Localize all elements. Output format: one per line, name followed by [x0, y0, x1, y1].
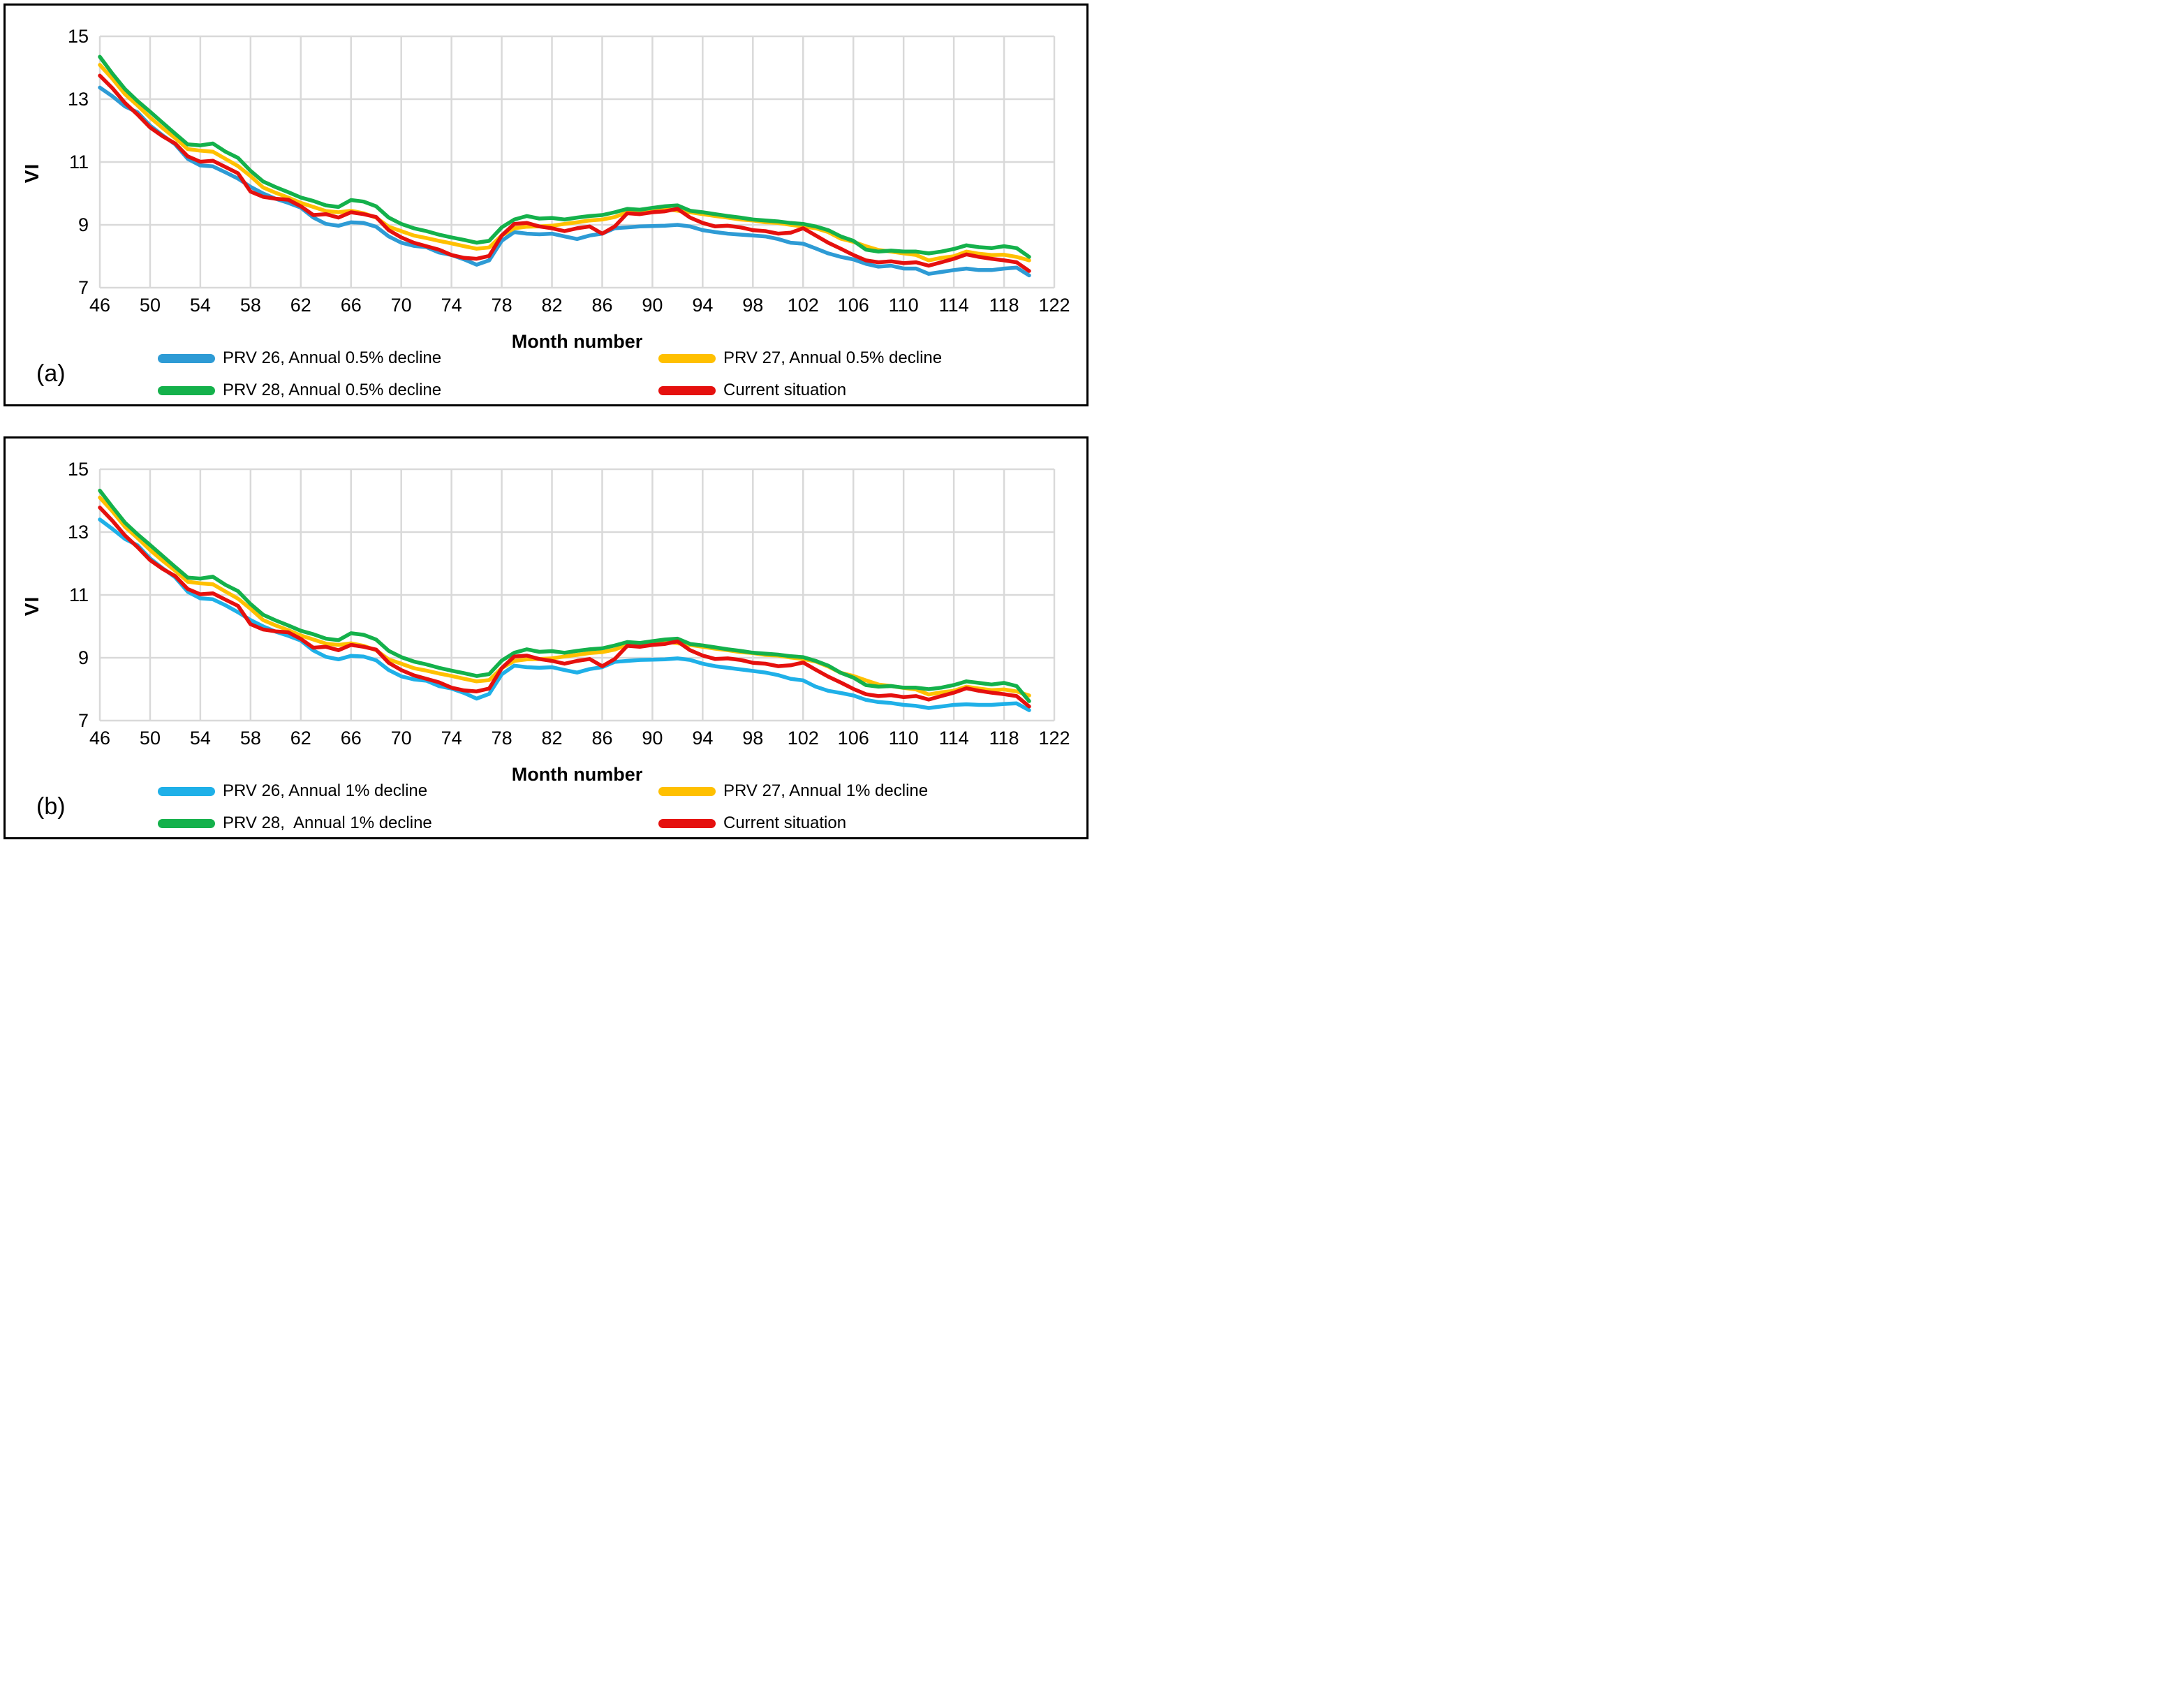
series-line-2-chart-0 [98, 54, 1031, 259]
x-tick-label-82: 82 [542, 295, 563, 316]
x-tick-label-50: 50 [140, 295, 161, 316]
y-tick-label-7: 7 [78, 710, 89, 731]
legend-swatch-prv28-b [158, 818, 215, 828]
x-tick-label-62: 62 [290, 728, 311, 749]
legend-label-prv27-a: PRV 27, Annual 0.5% decline [723, 348, 943, 367]
legend-label-prv28-b: PRV 28, Annual 1% decline [223, 813, 432, 832]
chart-b-canvas: 7 9 11 13 15 46 50 54 58 62 66 70 74 78 82 86 90 94 98 102 1… [68, 459, 1070, 749]
x-tick-label-94: 94 [692, 728, 713, 749]
legend-item-prv26-a: PRV 26, Annual 0.5% decline [158, 348, 441, 369]
legend-item-prv26-b: PRV 26, Annual 1% decline [158, 781, 427, 802]
x-tick-label-98: 98 [742, 295, 763, 316]
y-tick-label-11: 11 [69, 584, 89, 605]
x-tick-label-122: 122 [1038, 295, 1070, 316]
y-axis-title-a: VI [21, 163, 43, 184]
page: { "chart_data": [ { "type": "line", "pan… [0, 0, 1092, 844]
x-tick-label-94: 94 [692, 295, 713, 316]
y-tick-label-11: 11 [69, 152, 89, 172]
chart-panel-b: 7 9 11 13 15 46 50 54 58 62 66 70 74 78 82 86 90 94 98 102 1… [3, 436, 1089, 839]
x-tick-label-106: 106 [838, 295, 869, 316]
x-tick-label-122: 122 [1038, 728, 1070, 749]
x-tick-label-78: 78 [492, 728, 512, 749]
x-tick-label-46: 46 [89, 295, 110, 316]
legend-swatch-prv27-b [658, 786, 716, 796]
panel-label-a: (a) [36, 360, 66, 387]
y-tick-label-15: 15 [68, 459, 89, 480]
legend-swatch-prv28-a [158, 385, 215, 395]
legend-item-prv27-a: PRV 27, Annual 0.5% decline [658, 348, 942, 369]
legend-label-prv26-a: PRV 26, Annual 0.5% decline [223, 348, 442, 367]
x-tick-label-66: 66 [341, 728, 362, 749]
x-tick-label-74: 74 [441, 295, 462, 316]
x-tick-label-54: 54 [190, 295, 211, 316]
x-tick-label-110: 110 [889, 728, 919, 749]
legend-swatch-prv26-a [158, 353, 215, 363]
y-tick-label-13: 13 [68, 522, 89, 543]
x-tick-label-102: 102 [788, 295, 819, 316]
x-tick-label-54: 54 [190, 728, 211, 749]
series-line-3-chart-1 [98, 506, 1031, 709]
series-line-0-chart-1 [98, 517, 1031, 712]
x-tick-label-50: 50 [140, 728, 161, 749]
legend-item-prv28-b: PRV 28, Annual 1% decline [158, 813, 432, 834]
x-axis-title-b: Month number [511, 764, 643, 785]
x-tick-label-58: 58 [240, 295, 261, 316]
x-tick-label-114: 114 [939, 295, 969, 316]
x-tick-label-58: 58 [240, 728, 261, 749]
x-tick-label-78: 78 [492, 295, 512, 316]
x-tick-label-70: 70 [391, 295, 412, 316]
series-line-3-chart-0 [98, 73, 1031, 273]
x-tick-label-70: 70 [391, 728, 412, 749]
x-tick-label-62: 62 [290, 295, 311, 316]
y-tick-label-13: 13 [68, 89, 89, 110]
legend-swatch-prv26-b [158, 786, 215, 796]
panel-label-b: (b) [36, 793, 66, 820]
x-tick-label-106: 106 [838, 728, 869, 749]
x-tick-label-82: 82 [542, 728, 563, 749]
legend-item-current-a: Current situation [658, 380, 846, 401]
y-tick-label-7: 7 [78, 277, 89, 298]
legend-item-current-b: Current situation [658, 813, 846, 834]
legend-label-prv26-b: PRV 26, Annual 1% decline [223, 781, 428, 800]
legend-label-prv27-b: PRV 27, Annual 1% decline [723, 781, 929, 800]
x-tick-label-46: 46 [89, 728, 110, 749]
legend-item-prv28-a: PRV 28, Annual 0.5% decline [158, 380, 441, 401]
x-tick-label-86: 86 [591, 728, 612, 749]
x-tick-label-118: 118 [989, 295, 1019, 316]
legend-label-prv28-a: PRV 28, Annual 0.5% decline [223, 381, 442, 399]
series-line-1-chart-1 [98, 495, 1031, 698]
x-tick-label-98: 98 [742, 728, 763, 749]
y-axis-title-b: VI [21, 596, 43, 617]
series-line-1-chart-0 [98, 63, 1031, 263]
x-tick-label-102: 102 [788, 728, 819, 749]
x-tick-label-90: 90 [642, 295, 663, 316]
x-axis-title-a: Month number [511, 331, 643, 352]
legend-swatch-current-b [658, 818, 716, 828]
x-tick-label-74: 74 [441, 728, 462, 749]
chart-a-canvas: 7 9 11 13 15 46 50 54 58 62 66 70 74 78 82 86 90 94 98 102 1… [68, 26, 1070, 316]
x-tick-label-86: 86 [591, 295, 612, 316]
y-tick-label-9: 9 [78, 214, 89, 235]
x-tick-label-110: 110 [889, 295, 919, 316]
chart-panel-a: 7 9 11 13 15 46 50 54 58 62 66 70 74 78 82 86 90 94 98 102 1… [3, 3, 1089, 406]
x-tick-label-66: 66 [341, 295, 362, 316]
y-tick-label-9: 9 [78, 647, 89, 668]
legend-swatch-prv27-a [658, 353, 716, 363]
series-line-2-chart-1 [98, 488, 1031, 703]
x-tick-label-114: 114 [939, 728, 969, 749]
legend-label-current-a: Current situation [723, 381, 847, 399]
legend-swatch-current-a [658, 385, 716, 395]
legend-label-current-b: Current situation [723, 813, 847, 832]
legend-item-prv27-b: PRV 27, Annual 1% decline [658, 781, 928, 802]
series-line-0-chart-0 [98, 85, 1031, 278]
x-tick-label-90: 90 [642, 728, 663, 749]
x-tick-label-118: 118 [989, 728, 1019, 749]
y-tick-label-15: 15 [68, 26, 89, 47]
